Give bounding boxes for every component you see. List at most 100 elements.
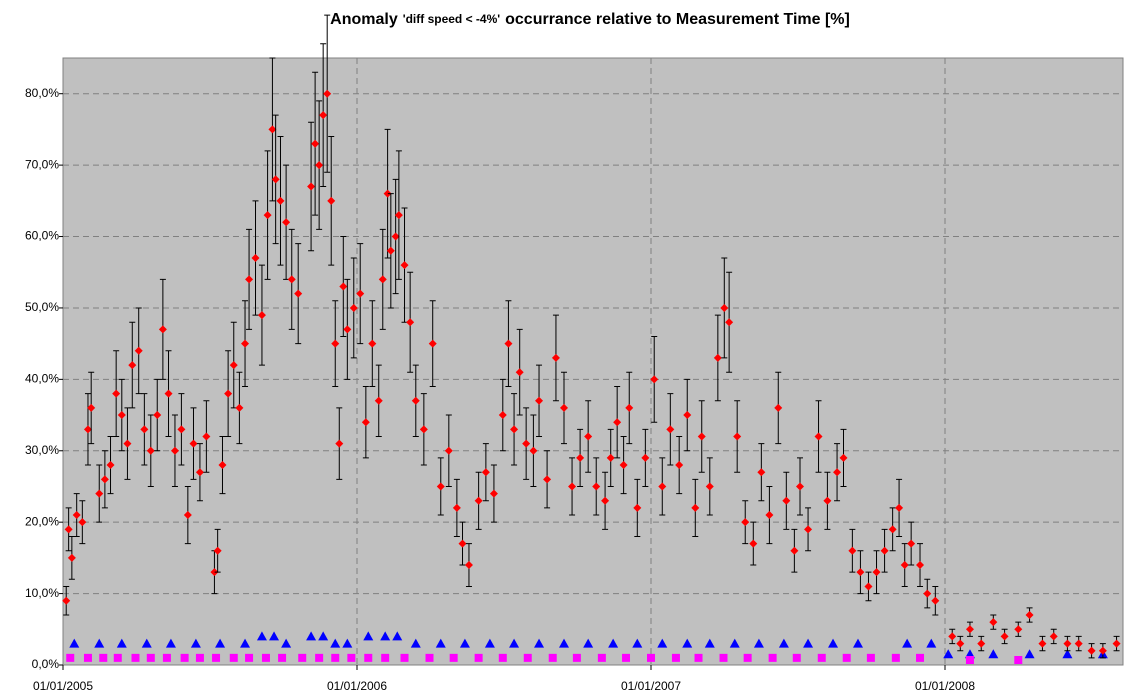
point: [330, 638, 341, 648]
point: [400, 653, 409, 662]
point: [729, 638, 740, 648]
point: [78, 518, 87, 527]
point: [411, 396, 420, 405]
point: [212, 653, 221, 662]
point: [83, 653, 92, 662]
point: [1014, 625, 1023, 634]
point: [523, 653, 532, 662]
point: [327, 196, 336, 205]
point: [691, 503, 700, 512]
point: [83, 425, 92, 434]
point: [306, 631, 317, 641]
point: [213, 546, 222, 555]
point: [757, 468, 766, 477]
point: [705, 482, 714, 491]
point: [361, 418, 370, 427]
point: [140, 425, 149, 434]
point: [1014, 656, 1023, 665]
point: [381, 653, 390, 662]
point: [113, 653, 122, 662]
y-tick-label: 0,0%: [32, 657, 60, 671]
point: [474, 496, 483, 505]
point: [436, 482, 445, 491]
point: [474, 653, 483, 662]
point: [263, 211, 272, 220]
point: [853, 638, 863, 648]
point: [694, 653, 703, 662]
title-part: 'diff speed < -4%': [403, 12, 501, 26]
point: [592, 482, 601, 491]
point: [817, 653, 826, 662]
point: [106, 461, 115, 470]
point: [67, 553, 76, 562]
point: [410, 638, 421, 648]
point: [162, 653, 171, 662]
point: [900, 561, 909, 570]
point: [743, 653, 752, 662]
point: [765, 511, 774, 520]
point: [128, 361, 137, 370]
y-tick-label: 80,0%: [25, 86, 59, 100]
point: [498, 411, 507, 420]
point: [774, 403, 783, 412]
point: [1098, 646, 1107, 655]
point: [311, 139, 320, 148]
point: [368, 339, 377, 348]
point: [1063, 639, 1072, 648]
point: [529, 446, 538, 455]
point: [190, 638, 201, 648]
point: [753, 638, 764, 648]
point: [235, 403, 244, 412]
x-tick-label: 01/01/2007: [621, 679, 681, 693]
point: [271, 175, 280, 184]
point: [62, 596, 71, 605]
point: [202, 432, 211, 441]
point: [551, 353, 560, 362]
point: [146, 446, 155, 455]
point: [584, 432, 593, 441]
point: [768, 653, 777, 662]
point: [613, 418, 622, 427]
point: [619, 461, 628, 470]
point: [719, 653, 728, 662]
y-tick-label: 70,0%: [25, 157, 59, 171]
point: [281, 638, 292, 648]
point: [741, 518, 750, 527]
point: [444, 446, 453, 455]
point: [931, 596, 940, 605]
point: [251, 253, 260, 262]
point: [315, 161, 324, 170]
point: [392, 631, 403, 641]
point: [1049, 632, 1058, 641]
point: [650, 375, 659, 384]
point: [180, 653, 189, 662]
point: [1000, 632, 1009, 641]
point: [224, 389, 233, 398]
y-tick-label: 50,0%: [25, 300, 59, 314]
point: [948, 632, 957, 641]
point: [210, 568, 219, 577]
y-tick-label: 10,0%: [25, 586, 59, 600]
point: [183, 511, 192, 520]
point: [833, 468, 842, 477]
point: [484, 638, 495, 648]
point: [294, 289, 303, 298]
point: [349, 303, 358, 312]
point: [907, 539, 916, 548]
point: [509, 638, 520, 648]
point: [323, 89, 332, 98]
point: [872, 568, 881, 577]
point: [792, 653, 801, 662]
point: [189, 439, 198, 448]
point: [307, 182, 316, 191]
point: [733, 432, 742, 441]
point: [489, 489, 498, 498]
point: [1024, 649, 1035, 659]
point: [646, 653, 655, 662]
point: [459, 638, 470, 648]
point: [380, 631, 391, 641]
point: [87, 403, 96, 412]
chart-title: Anomaly 'diff speed < -4%' occurrance rela…: [330, 11, 850, 28]
point: [713, 353, 722, 362]
y-tick-label: 60,0%: [25, 229, 59, 243]
